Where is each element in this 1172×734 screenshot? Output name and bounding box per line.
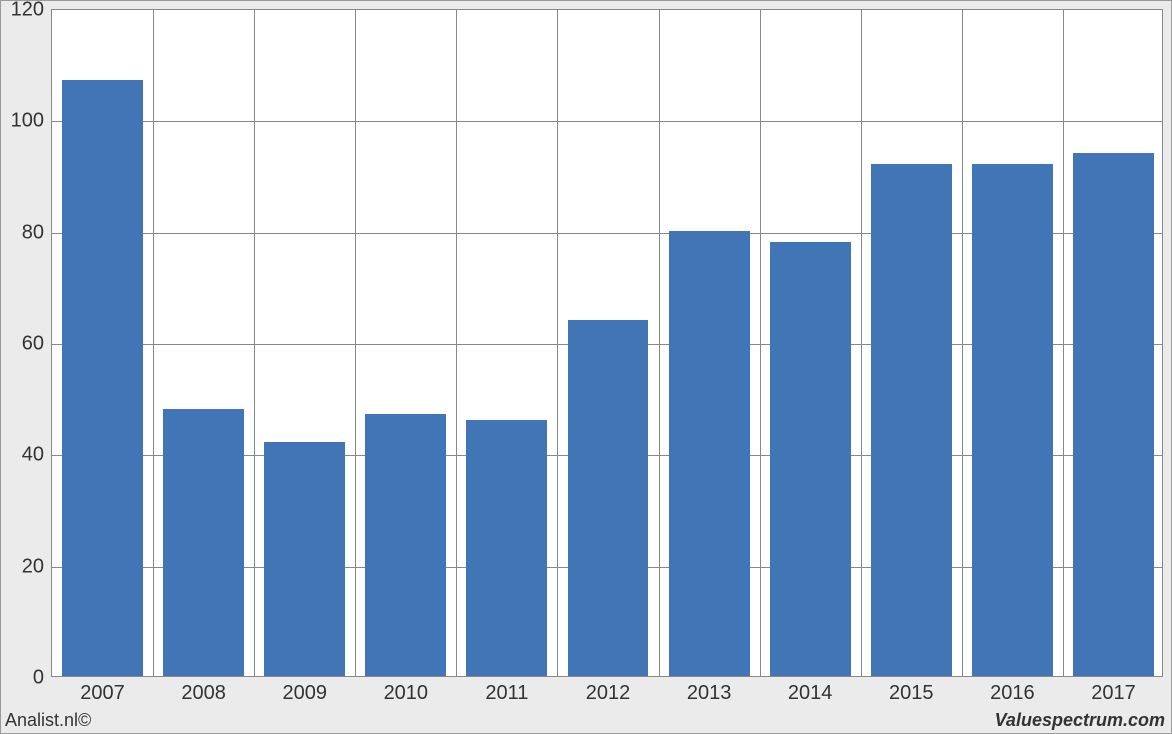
footer-right-credit: Valuespectrum.com	[995, 710, 1165, 731]
gridline-vertical	[1063, 10, 1064, 676]
bar	[568, 320, 649, 676]
x-axis-tick-label: 2016	[990, 676, 1035, 705]
y-axis-tick-label: 80	[22, 221, 52, 244]
y-axis-tick-label: 40	[22, 444, 52, 467]
chart-container: 0 20 40 60 80 100 120 2007 2008 2009 2010 2011 2012 2…	[0, 0, 1172, 734]
y-axis-tick-label: 0	[33, 667, 52, 690]
y-axis-tick-label: 20	[22, 555, 52, 578]
x-axis-tick-label: 2009	[282, 676, 327, 705]
bar	[972, 164, 1053, 676]
gridline-horizontal	[52, 121, 1162, 122]
gridline-vertical	[456, 10, 457, 676]
gridline-vertical	[254, 10, 255, 676]
y-axis-tick-label: 100	[11, 110, 52, 133]
gridline-vertical	[760, 10, 761, 676]
bar	[163, 409, 244, 676]
plot-area: 0204060801001202007200820092010201120122…	[51, 9, 1163, 677]
x-axis-tick-label: 2013	[687, 676, 732, 705]
bar	[466, 420, 547, 676]
gridline-vertical	[861, 10, 862, 676]
x-axis-tick-label: 2012	[586, 676, 631, 705]
gridline-vertical	[153, 10, 154, 676]
bar	[669, 231, 750, 676]
x-axis-tick-label: 2007	[80, 676, 125, 705]
bar	[62, 80, 143, 676]
bar	[1073, 153, 1154, 676]
x-axis-tick-label: 2008	[181, 676, 226, 705]
gridline-vertical	[557, 10, 558, 676]
x-axis-tick-label: 2017	[1091, 676, 1136, 705]
x-axis-tick-label: 2014	[788, 676, 833, 705]
x-axis-tick-label: 2011	[485, 676, 528, 705]
bar	[871, 164, 952, 676]
bar	[264, 442, 345, 676]
gridline-vertical	[659, 10, 660, 676]
bar	[365, 414, 446, 676]
y-axis-tick-label: 60	[22, 333, 52, 356]
bar	[770, 242, 851, 676]
gridline-vertical	[355, 10, 356, 676]
x-axis-tick-label: 2010	[384, 676, 429, 705]
gridline-vertical	[962, 10, 963, 676]
footer-left-credit: Analist.nl©	[5, 710, 91, 731]
x-axis-tick-label: 2015	[889, 676, 934, 705]
y-axis-tick-label: 120	[11, 0, 52, 22]
